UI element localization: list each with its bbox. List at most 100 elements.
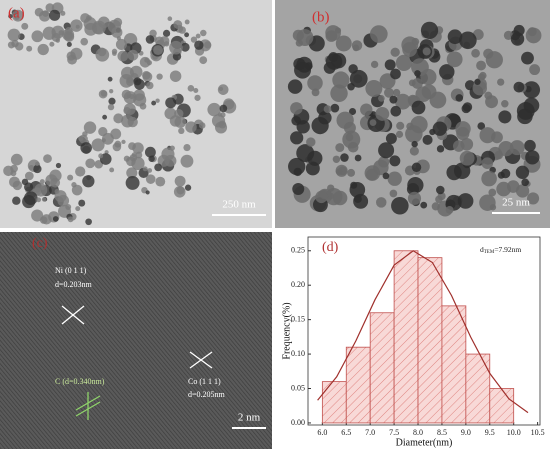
particle xyxy=(524,139,536,152)
particle xyxy=(334,27,342,34)
y-axis-title: Frequency(%) xyxy=(281,302,292,359)
particle xyxy=(149,29,157,38)
particle xyxy=(335,143,345,153)
particle xyxy=(330,103,340,113)
particle xyxy=(145,35,155,44)
particle xyxy=(195,33,201,39)
particle xyxy=(115,38,127,50)
particle xyxy=(315,190,328,204)
x-tick-label: 6.0 xyxy=(317,428,327,437)
particle xyxy=(159,36,170,46)
particle xyxy=(501,100,509,108)
lattice-label: Co (1 1 1) xyxy=(188,377,221,386)
y-tick-label: 0.05 xyxy=(291,383,305,392)
x-tick-label: 10.5 xyxy=(531,428,545,437)
particle xyxy=(111,26,123,38)
particle xyxy=(293,167,302,177)
bar xyxy=(393,250,419,424)
particle xyxy=(145,190,150,195)
particle xyxy=(365,79,383,97)
particle xyxy=(353,193,369,209)
particle xyxy=(370,60,379,69)
particle xyxy=(194,94,201,101)
particle xyxy=(66,41,72,47)
particle xyxy=(479,127,496,144)
particle xyxy=(125,175,140,190)
particle xyxy=(35,161,40,167)
particle xyxy=(34,7,44,17)
particle xyxy=(384,59,396,71)
particle xyxy=(500,168,511,179)
particle xyxy=(107,76,113,82)
particle xyxy=(496,181,511,197)
particle xyxy=(132,142,144,154)
panel-label: (a) xyxy=(8,5,25,21)
particle xyxy=(173,20,183,29)
lattice-label: d=0.203nm xyxy=(55,280,93,289)
particle xyxy=(82,131,88,137)
x-axis-title: Diameter(nm) xyxy=(396,437,453,448)
particle xyxy=(199,56,208,65)
particle xyxy=(183,144,191,152)
particle xyxy=(10,170,17,177)
particle xyxy=(151,100,157,106)
particle xyxy=(474,78,481,86)
particle xyxy=(119,74,134,88)
hrtem-image-c xyxy=(0,232,272,449)
annotation-subscript: TEM xyxy=(484,250,495,255)
particle xyxy=(445,206,454,214)
particle xyxy=(75,206,81,212)
particle xyxy=(10,153,23,166)
particle xyxy=(287,79,303,94)
particle xyxy=(527,27,537,37)
particle xyxy=(392,88,401,97)
particle xyxy=(378,142,395,159)
particle xyxy=(446,51,463,68)
particle xyxy=(497,78,505,86)
particle xyxy=(515,184,530,198)
particle xyxy=(436,145,445,153)
particle xyxy=(382,172,390,180)
particle xyxy=(348,108,357,116)
particle xyxy=(529,64,541,76)
particle xyxy=(396,121,405,130)
particle xyxy=(384,87,394,98)
particle xyxy=(525,150,540,165)
particle xyxy=(481,170,497,187)
lattice-marker xyxy=(75,392,101,420)
particle xyxy=(24,182,34,192)
particle xyxy=(354,154,362,162)
particle xyxy=(420,21,439,40)
particle xyxy=(292,183,305,195)
particle xyxy=(21,22,29,30)
particle xyxy=(521,51,534,65)
particle xyxy=(376,197,387,208)
particle xyxy=(155,176,166,187)
particle xyxy=(446,164,462,181)
particle xyxy=(134,79,145,90)
particle xyxy=(127,116,138,128)
particle xyxy=(49,169,62,182)
y-tick-label: 0.10 xyxy=(291,349,305,358)
particle xyxy=(8,14,13,19)
particle xyxy=(207,102,221,117)
particle xyxy=(394,93,411,110)
particle xyxy=(42,10,49,17)
particle xyxy=(127,49,139,61)
particle xyxy=(80,142,92,154)
particle xyxy=(174,175,186,187)
particle xyxy=(370,25,388,43)
particle xyxy=(41,197,47,202)
particle xyxy=(33,164,42,174)
particle xyxy=(526,192,540,205)
lattice-label: d=0.205nm xyxy=(188,390,226,399)
particle xyxy=(121,139,126,145)
particle xyxy=(135,151,143,159)
particle xyxy=(509,140,525,156)
particle xyxy=(198,122,206,129)
particle xyxy=(169,70,182,82)
particle xyxy=(219,104,228,113)
particle xyxy=(153,45,163,56)
particle xyxy=(98,153,104,159)
particle xyxy=(184,32,190,38)
